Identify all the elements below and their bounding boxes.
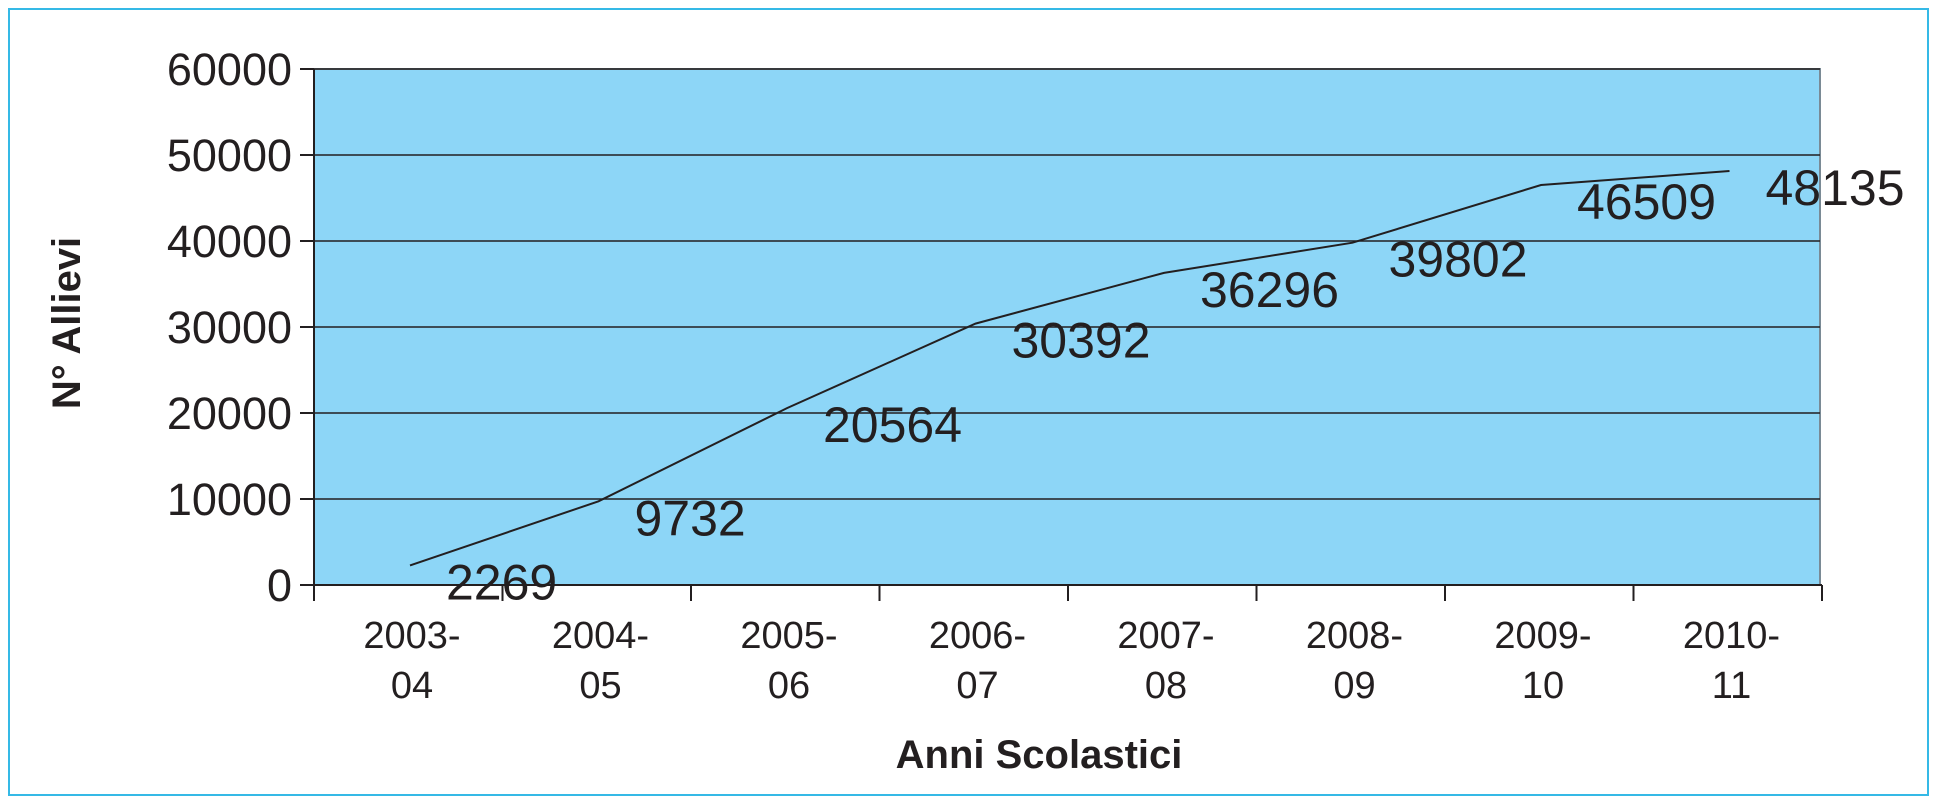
- data-labels: 2269 9732 20564 30392 36296 39802 46509 48135: [446, 160, 1905, 610]
- x-tick-label: 2007-08: [1117, 615, 1214, 707]
- y-tick-label: 20000: [167, 388, 292, 439]
- data-label: 46509: [1577, 174, 1716, 230]
- y-axis-ticks: 0 10000 20000 30000 40000 50000 60000: [167, 44, 314, 611]
- data-label: 2269: [446, 554, 557, 610]
- y-tick-label: 50000: [167, 130, 292, 181]
- x-tick-label: 2009-10: [1494, 615, 1591, 707]
- data-label: 48135: [1766, 160, 1905, 216]
- x-axis-ticks: 2003-04 2004-05 2005-06 2006-07 2007-08 2008-…: [313, 585, 1823, 707]
- y-tick-label: 60000: [167, 44, 292, 95]
- gridlines: [314, 68, 1820, 500]
- y-tick-label: 10000: [167, 474, 292, 525]
- x-tick-label: 2006-07: [929, 615, 1026, 707]
- data-label: 39802: [1389, 232, 1528, 288]
- data-label: 30392: [1012, 313, 1151, 369]
- x-tick-label: 2004-05: [552, 615, 649, 707]
- x-tick-label: 2008-09: [1306, 615, 1403, 707]
- x-tick-label: 2005-06: [740, 615, 837, 707]
- y-tick-label: 0: [267, 560, 292, 611]
- data-label: 9732: [635, 490, 746, 546]
- data-label: 36296: [1200, 262, 1339, 318]
- data-label: 20564: [823, 397, 962, 453]
- y-axis-title: N° Allievi: [45, 237, 89, 409]
- series-line: [409, 170, 1730, 567]
- y-tick-label: 30000: [167, 302, 292, 353]
- x-axis-title: Anni Scolastici: [896, 733, 1183, 777]
- x-tick-label: 2003-04: [363, 615, 460, 707]
- x-tick-label: 2010-11: [1683, 615, 1780, 707]
- y-tick-label: 40000: [167, 216, 292, 267]
